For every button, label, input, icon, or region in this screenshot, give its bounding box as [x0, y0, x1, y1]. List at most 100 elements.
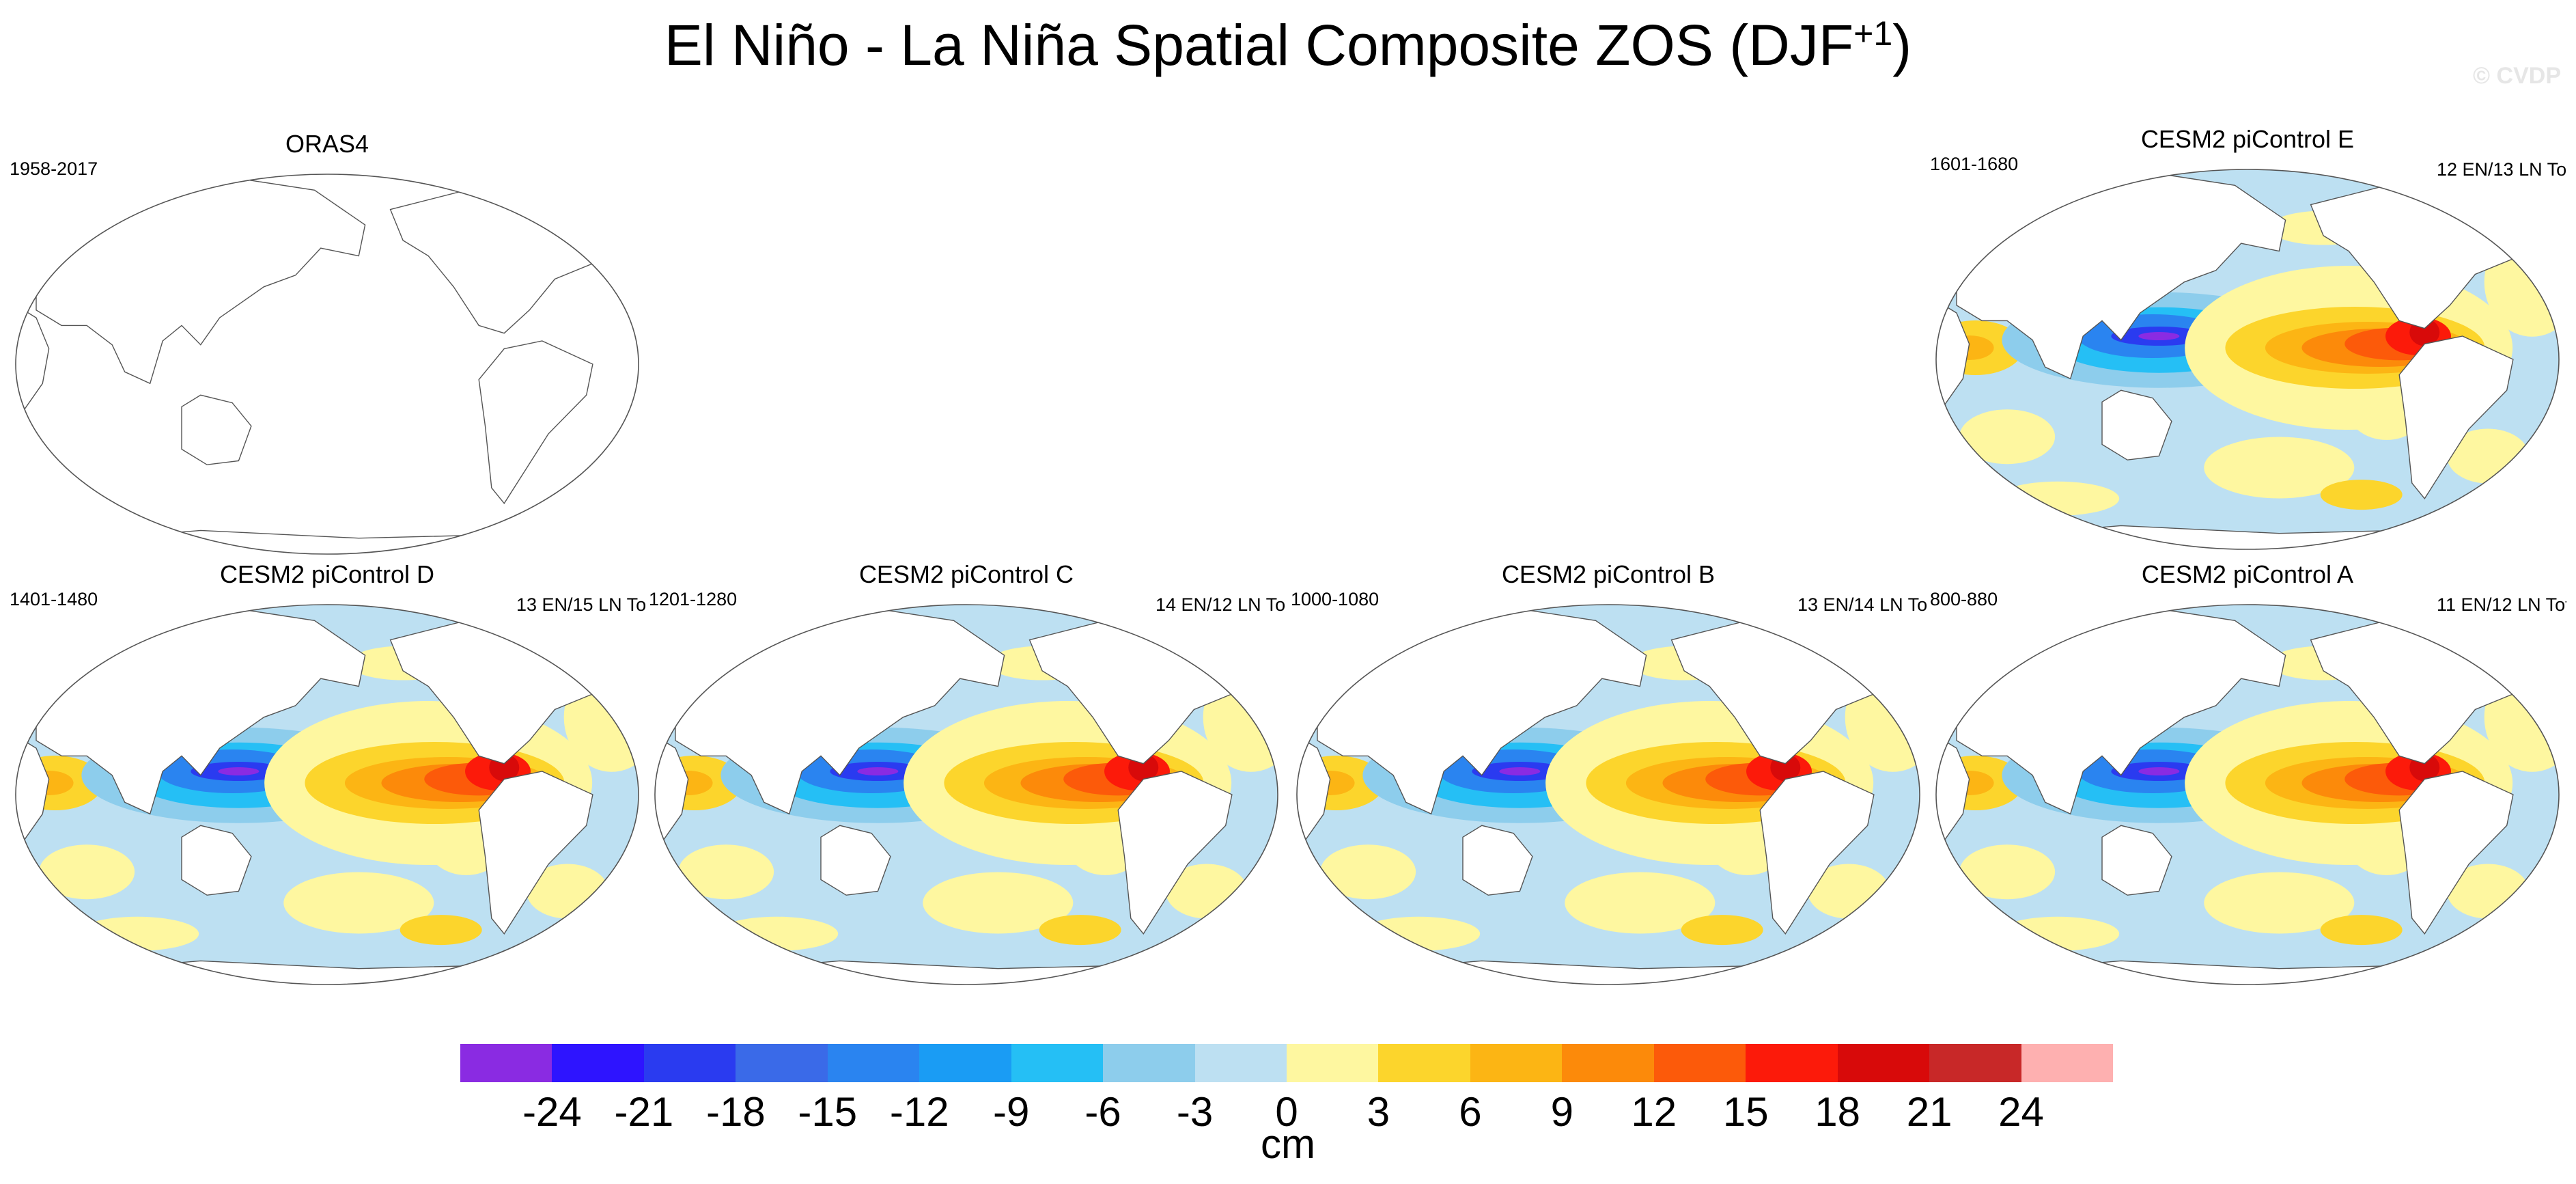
landmass-namerica	[389, 189, 600, 334]
panel-title: ORAS4	[285, 130, 369, 158]
landmass-samerica	[2398, 335, 2514, 499]
colorbar-tick-label: 18	[1815, 1089, 1861, 1135]
panel-years: 1401-1480	[10, 589, 98, 609]
positive-anomaly-patch	[1936, 454, 1978, 496]
landmass-greenland	[2500, 608, 2546, 652]
landmass-greenland	[1218, 608, 1265, 652]
positive-anomaly-patch	[400, 915, 482, 946]
world-map	[1935, 169, 2560, 550]
map-border	[654, 604, 1278, 985]
positive-anomaly-patch	[283, 872, 434, 934]
panel-years: 1601-1680	[1930, 154, 2019, 174]
negative-anomaly-patch	[2138, 767, 2180, 776]
positive-anomaly-patch	[1959, 844, 2056, 900]
colorbar-swatch	[1378, 1044, 1471, 1082]
world-map	[1296, 604, 1920, 985]
positive-anomaly-patch	[1297, 890, 1339, 931]
landmass-samerica	[2398, 771, 2514, 935]
landmass-asia	[1317, 608, 1647, 815]
positive-anomaly-patch	[678, 844, 774, 900]
colorbar-tick-label: -9	[992, 1089, 1030, 1135]
map-border	[1296, 604, 1920, 985]
landmass-australia	[820, 825, 891, 896]
landmass-samerica	[478, 771, 593, 935]
panel-title: CESM2 piControl D	[219, 560, 435, 588]
landmass-asia	[675, 608, 1005, 815]
panel-count: 13 EN/14 LN Tot	[1797, 594, 1927, 615]
map-border	[15, 174, 639, 555]
landmass-asia	[1956, 608, 2286, 815]
map-border	[15, 604, 639, 985]
landmass-samerica	[1759, 771, 1875, 935]
landmass-australia	[1462, 825, 1533, 896]
panel-count: 12 EN/13 LN Tot	[2437, 159, 2566, 180]
colorbar-swatch	[1929, 1044, 2022, 1082]
panel-title: CESM2 piControl E	[2140, 125, 2355, 153]
panel-years: 1958-2017	[10, 159, 98, 179]
positive-anomaly-patch	[2320, 480, 2403, 510]
cvdp-credit: © CVDP	[2473, 63, 2561, 89]
colorbar-swatch	[1470, 1044, 1563, 1082]
landmass-asia	[1956, 173, 2286, 380]
positive-anomaly-patch	[1320, 844, 1416, 900]
panel-count: 14 EN/12 LN Tot	[1156, 594, 1285, 615]
colorbar-swatch	[1746, 1044, 1838, 1082]
colorbar-swatch	[1562, 1044, 1655, 1082]
positive-anomaly-patch	[923, 872, 1074, 934]
world-map	[15, 174, 639, 555]
negative-anomaly-patch	[857, 767, 899, 776]
colorbar-tick-label: -6	[1084, 1089, 1121, 1135]
panel-title: CESM2 piControl B	[1501, 560, 1716, 588]
colorbar-tick-label: -24	[522, 1089, 582, 1135]
positive-anomaly-patch	[655, 890, 697, 931]
positive-anomaly-patch	[2204, 872, 2355, 934]
colorbar-swatch	[460, 1044, 552, 1082]
world-map	[1935, 604, 2560, 985]
colorbar-swatch	[736, 1044, 828, 1082]
landmass-australia	[181, 825, 252, 896]
panel-years: 800-880	[1930, 589, 1998, 609]
colorbar-tick-label: -21	[614, 1089, 674, 1135]
figure-title: El Niño - La Niña Spatial Composite ZOS …	[664, 13, 1912, 77]
landmass-asia	[36, 178, 366, 385]
panel-years: 1201-1280	[649, 589, 738, 609]
landmass-greenland	[579, 608, 626, 652]
colorbar-tick-label: 3	[1367, 1089, 1390, 1135]
panel-count: 11 EN/12 LN Tot	[2437, 594, 2566, 615]
colorbar	[460, 1044, 2114, 1082]
colorbar-swatch	[1653, 1044, 1746, 1082]
landmass-greenland	[1860, 608, 1907, 652]
landmass-australia	[2101, 389, 2172, 460]
negative-anomaly-patch	[218, 767, 260, 776]
positive-anomaly-patch	[2204, 437, 2355, 499]
colorbar-tick-label: 6	[1459, 1089, 1482, 1135]
colorbar-tick-label: -18	[705, 1089, 766, 1135]
colorbar-swatch	[2021, 1044, 2114, 1082]
landmass-samerica	[478, 340, 593, 504]
colorbar-tick-label: 12	[1631, 1089, 1677, 1135]
map-panel-b: CESM2 piControl B 1000-1080 13 EN/14 LN …	[1291, 560, 1927, 997]
map-border	[1935, 604, 2560, 985]
colorbar-swatch	[1011, 1044, 1104, 1082]
world-map	[654, 604, 1278, 985]
positive-anomaly-patch	[1681, 915, 1763, 946]
panel-title: CESM2 piControl A	[2141, 560, 2354, 588]
colorbar-tick-label: 9	[1550, 1089, 1574, 1135]
map-panel-oras4: ORAS4 1958-2017	[10, 130, 645, 567]
positive-anomaly-patch	[2320, 915, 2403, 946]
positive-anomaly-patch	[39, 844, 135, 900]
colorbar-swatch	[827, 1044, 920, 1082]
map-panel-a: CESM2 piControl A 800-880 11 EN/12 LN To…	[1930, 560, 2566, 997]
panel-years: 1000-1080	[1291, 589, 1380, 609]
panel-count: 13 EN/15 LN Tot	[516, 594, 646, 615]
positive-anomaly-patch	[1039, 915, 1121, 946]
positive-anomaly-patch	[1959, 409, 2056, 465]
landmass-australia	[2101, 825, 2172, 896]
colorbar-swatch	[1287, 1044, 1379, 1082]
colorbar-tick-label: 15	[1722, 1089, 1769, 1135]
positive-anomaly-patch	[1565, 872, 1716, 934]
landmass-asia	[36, 608, 366, 815]
negative-anomaly-patch	[1499, 767, 1541, 776]
map-border	[1935, 169, 2560, 550]
map-panel-e: CESM2 piControl E 1601-1680 12 EN/13 LN …	[1930, 125, 2566, 562]
